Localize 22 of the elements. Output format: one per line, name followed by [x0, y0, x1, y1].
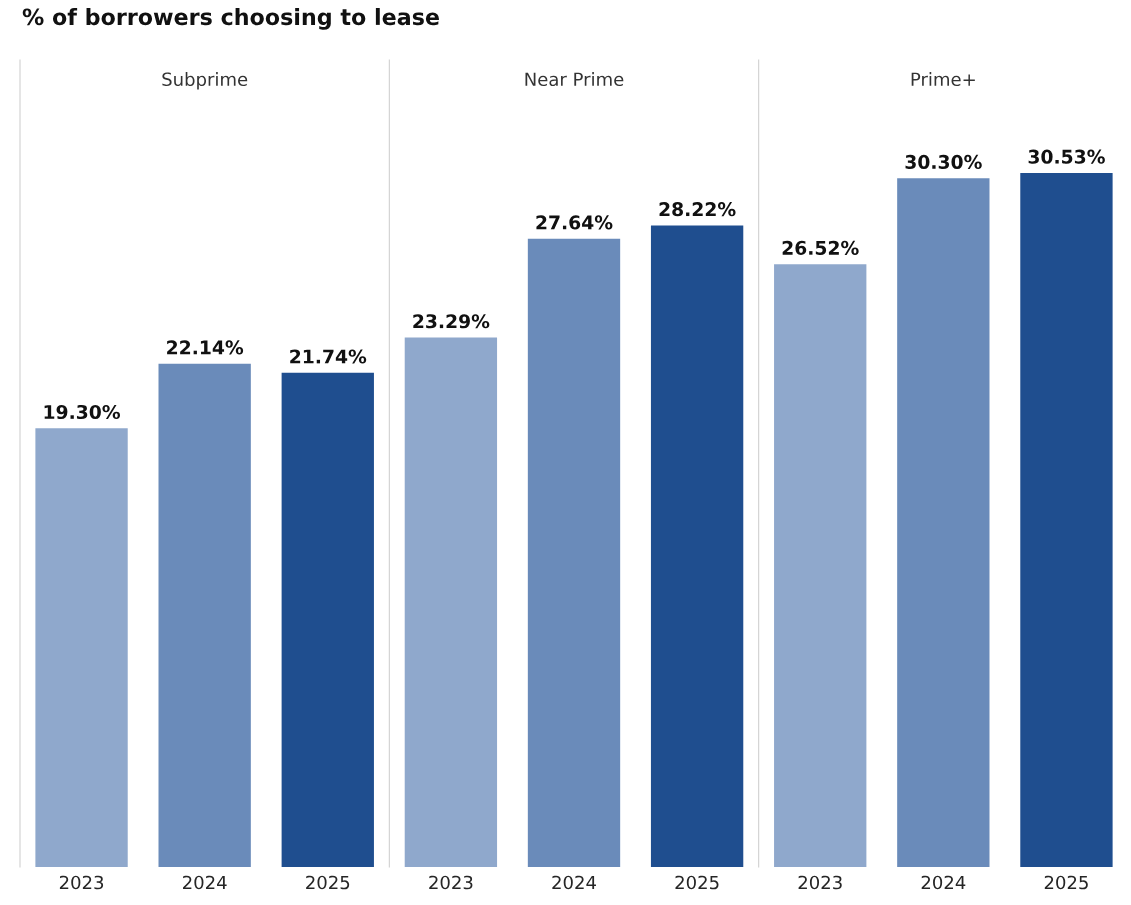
x-tick-label: 2023 — [429, 875, 473, 890]
data-label: 22.14% — [167, 340, 244, 355]
text: Near Prime — [525, 72, 624, 87]
data-label: 23.29% — [413, 314, 490, 329]
data-label: 30.53% — [1028, 149, 1105, 164]
data-label: 19.30% — [44, 404, 121, 420]
x-tick-label: 2025 — [306, 875, 350, 890]
chart-title: % of borrowers choosing to lease — [22, 8, 439, 30]
x-tick-label: 2025 — [675, 875, 719, 890]
x-tick-label: 2024 — [183, 875, 227, 890]
x-tick-label: 2024 — [552, 875, 596, 890]
data-label: 27.64% — [536, 215, 613, 230]
text: Prime+ — [911, 72, 975, 87]
data-label: 26.52% — [782, 240, 859, 255]
data-label: 30.30% — [905, 154, 982, 170]
x-tick-label: 2024 — [921, 875, 966, 890]
x-tick-label: 2023 — [798, 875, 842, 890]
x-tick-label: 2025 — [1044, 875, 1088, 890]
x-tick-label: 2023 — [59, 875, 104, 890]
data-label: 21.74% — [290, 349, 367, 364]
data-label: 28.22% — [659, 202, 736, 217]
text: Subprime — [162, 72, 248, 90]
